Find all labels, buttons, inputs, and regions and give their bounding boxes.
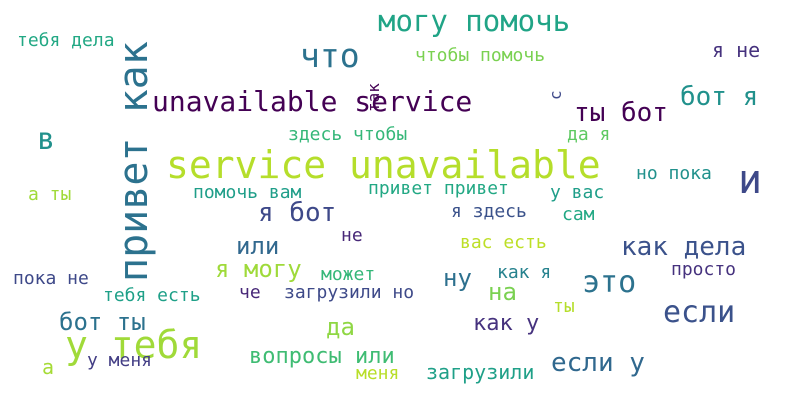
word-tak: так — [364, 83, 383, 112]
word-bot-ya: бот я — [680, 82, 759, 112]
word-tebya-dela: тебя дела — [17, 30, 115, 51]
word-tebya-est: тебя есть — [103, 285, 201, 306]
word-ne: не — [341, 225, 363, 246]
word-pomoch-vam: помочь вам — [193, 182, 302, 203]
word-a-ty: а ты — [28, 184, 72, 205]
word-s: с — [546, 90, 565, 100]
word-vas-est: вас есть — [460, 232, 547, 253]
word-na: на — [488, 278, 517, 306]
word-che: че — [239, 282, 261, 303]
word-nu: ну — [443, 264, 472, 292]
word-da: да — [326, 313, 355, 341]
word-privet-privet: привет привет — [368, 178, 509, 199]
word-bot-ty: бот ты — [59, 308, 146, 336]
word-kak-ya: как я — [497, 262, 552, 283]
word-ya-bot: я бот — [258, 198, 337, 228]
word-no-poka: но пока — [636, 163, 712, 184]
word-chto: что — [300, 36, 360, 75]
word-mogu-pomoch: могу помочь — [378, 4, 571, 38]
word-u-tebya: у тебя — [65, 323, 203, 367]
word-poka-ne: пока не — [13, 268, 89, 289]
word-da-ya: да я — [567, 124, 611, 145]
word-sam: сам — [562, 204, 595, 225]
word-a: а — [42, 355, 55, 379]
word-voprosy-ili: вопросы или — [249, 344, 395, 369]
word-ty-bot: ты бот — [574, 98, 668, 128]
word-mozhet: может — [321, 264, 376, 285]
word-chtoby-pomoch: чтобы помочь — [415, 45, 546, 66]
word-v: в — [37, 122, 56, 157]
word-unavailable-service: unavailable service — [152, 85, 473, 118]
word-ili: или — [236, 232, 280, 260]
word-service-unavailable: service unavailable — [166, 143, 601, 187]
word-ty: ты — [553, 296, 575, 317]
word-eto: это — [582, 265, 637, 300]
word-prosto: просто — [671, 259, 737, 280]
word-esli-u: если у — [551, 348, 645, 378]
word-menya: меня — [356, 363, 400, 384]
word-u-menya: у меня — [87, 350, 153, 371]
word-ya-ne: я не — [712, 38, 761, 62]
word-i: и — [738, 157, 763, 203]
word-ya-mogu: я могу — [215, 255, 302, 283]
word-zagruzili-no: загрузили но — [284, 282, 415, 303]
word-zagruzili: загрузили — [426, 360, 535, 384]
word-ya-zdes: я здесь — [451, 201, 527, 222]
word-kak-dela: как дела — [621, 232, 747, 262]
word-esli: если — [663, 295, 736, 330]
word-privet-kak: привет как — [111, 41, 157, 282]
word-kak-u: как у — [473, 311, 540, 336]
word-u-vas: у вас — [550, 182, 605, 203]
word-zdes-chtoby: здесь чтобы — [288, 124, 408, 145]
